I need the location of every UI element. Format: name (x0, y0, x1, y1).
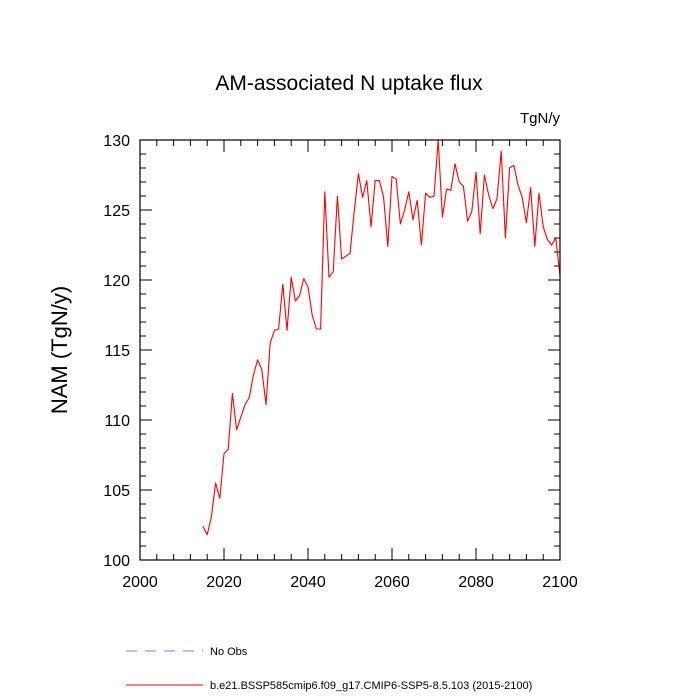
plot-lines (202, 139, 561, 536)
legend-label-0: No Obs (210, 646, 248, 658)
y-tick-label: 120 (103, 273, 130, 290)
x-tick-label: 2060 (374, 574, 410, 591)
y-tick-label: 125 (103, 203, 130, 220)
x-tick-label: 2020 (206, 574, 242, 591)
y-tick-label: 100 (103, 553, 130, 570)
x-tick-label: 2040 (290, 574, 326, 591)
x-tick-label: 2000 (122, 574, 158, 591)
x-tick-label: 2100 (542, 574, 578, 591)
legend: No Obs b.e21.BSSP585cmip6.f09_g17.CMIP6-S… (126, 646, 532, 692)
y-axis-label: NAM (TgN/y) (47, 286, 72, 414)
axis-ticks (139, 139, 561, 561)
y-tick-label: 110 (104, 413, 130, 430)
plot-frame (139, 139, 561, 561)
legend-label-1: b.e21.BSSP585cmip6.f09_g17.CMIP6-SSP5-8.… (210, 680, 532, 692)
axis-tick-labels: 2000 2020 2040 2060 2080 2100 100 105 110 115 120 1… (103, 133, 578, 591)
y-tick-label: 130 (103, 133, 130, 150)
y-tick-label: 105 (103, 483, 130, 500)
chart-title: AM-associated N uptake flux (215, 72, 483, 95)
x-tick-label: 2080 (458, 574, 494, 591)
series-line-1 (202, 139, 561, 536)
units-label: TgN/y (520, 110, 561, 127)
y-tick-label: 115 (104, 343, 130, 360)
